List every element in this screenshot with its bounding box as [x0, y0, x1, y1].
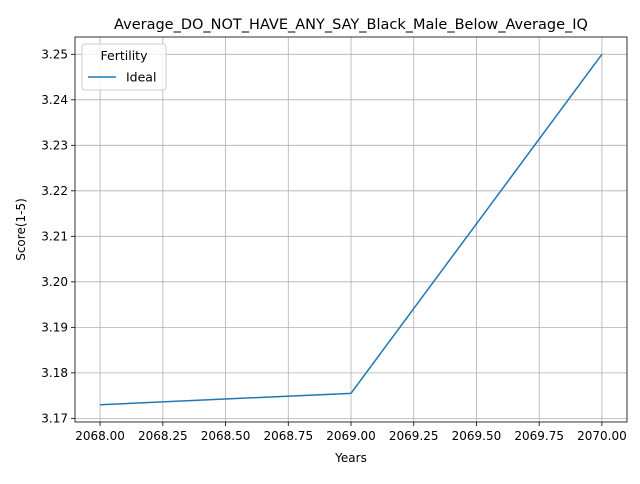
series-layer [100, 53, 603, 406]
x-tick-label: 2068.50 [201, 429, 251, 443]
x-tick-label: 2068.75 [263, 429, 313, 443]
y-tick-label: 3.21 [41, 230, 68, 244]
x-tick-label: 2068.25 [138, 429, 188, 443]
chart-title: Average_DO_NOT_HAVE_ANY_SAY_Black_Male_B… [114, 17, 588, 33]
y-tick-label: 3.18 [41, 366, 68, 380]
y-tick-label: 3.25 [41, 48, 68, 62]
x-tick-label: 2069.75 [514, 429, 564, 443]
y-tick-label: 3.24 [41, 93, 68, 107]
x-tick-label: 2069.25 [389, 429, 439, 443]
x-tick-label: 2069.00 [326, 429, 376, 443]
y-tick-label: 3.17 [41, 412, 68, 426]
x-tick-label: 2070.00 [577, 429, 627, 443]
y-axis-label: Score(1-5) [14, 198, 28, 261]
series-line-ideal [100, 53, 603, 406]
grid [75, 37, 627, 422]
x-axis-label: Years [334, 451, 367, 465]
axis-ticks: 2068.00 2068.25 2068.50 2068.75 2069.00 2069.… [41, 48, 626, 443]
y-tick-label: 3.19 [41, 321, 68, 335]
x-tick-label: 2068.00 [75, 429, 125, 443]
y-tick-label: 3.23 [41, 139, 68, 153]
y-tick-label: 3.20 [41, 275, 68, 289]
x-tick-label: 2069.50 [452, 429, 502, 443]
y-tick-label: 3.22 [41, 184, 68, 198]
legend-title: Fertility [101, 48, 149, 63]
legend: Fertility Ideal [81, 43, 167, 91]
legend-box [81, 43, 167, 91]
legend-label-ideal: Ideal [126, 70, 156, 85]
